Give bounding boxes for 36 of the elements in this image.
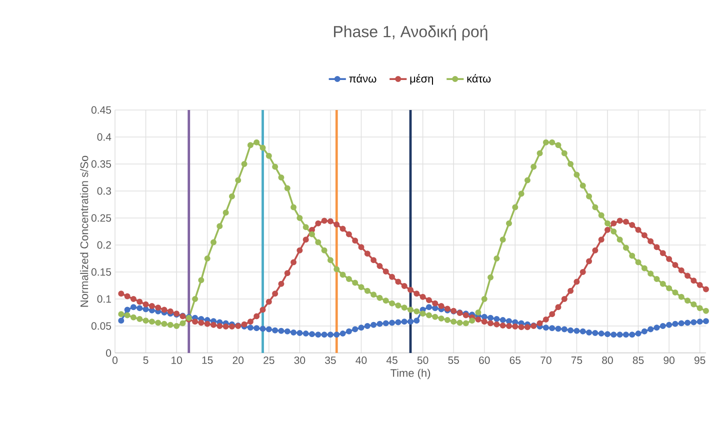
x-tick-label: 55 xyxy=(448,356,459,364)
y-axis-title: Normalized Concentration s/So xyxy=(80,156,88,307)
x-tick-label: 95 xyxy=(694,356,706,364)
x-tick-label: 40 xyxy=(356,356,367,364)
y-tick-label: 0.25 xyxy=(91,214,112,222)
x-tick-label: 70 xyxy=(540,356,552,364)
x-tick-label: 85 xyxy=(632,356,644,364)
chart-title: Phase 1, Ανοδική ροή xyxy=(334,25,488,40)
x-tick-label: 20 xyxy=(232,356,244,364)
y-tick-label: 0.4 xyxy=(97,133,112,141)
x-tick-label: 75 xyxy=(571,356,582,364)
x-tick-label: 0 xyxy=(112,356,118,364)
legend-label: πάνω xyxy=(349,74,376,83)
x-tick-label: 50 xyxy=(417,356,428,364)
x-tick-label: 35 xyxy=(325,356,336,364)
x-tick-label: 45 xyxy=(386,356,398,364)
legend-label: μέση xyxy=(410,74,433,85)
y-tick-label: 0.3 xyxy=(97,187,112,195)
y-tick-label: 0 xyxy=(106,349,112,357)
x-tick-label: 90 xyxy=(664,356,674,364)
x-tick-label: 65 xyxy=(510,356,521,364)
x-tick-label: 25 xyxy=(264,356,274,364)
y-tick-label: 0.2 xyxy=(97,241,111,249)
x-axis-title: Time (h) xyxy=(390,368,430,380)
x-tick-label: 60 xyxy=(479,356,490,364)
y-tick-label: 0.45 xyxy=(91,106,112,114)
y-tick-label: 0.35 xyxy=(91,160,112,168)
y-tick-label: 0.1 xyxy=(97,295,111,303)
y-tick-label: 0.05 xyxy=(91,322,112,330)
legend-label: κάτω xyxy=(467,74,491,83)
y-tick-label: 0.15 xyxy=(91,268,112,276)
x-tick-label: 30 xyxy=(294,356,306,364)
x-tick-label: 15 xyxy=(202,356,213,364)
x-tick-label: 80 xyxy=(602,356,613,364)
x-tick-label: 10 xyxy=(172,356,182,364)
x-tick-label: 5 xyxy=(143,356,148,364)
